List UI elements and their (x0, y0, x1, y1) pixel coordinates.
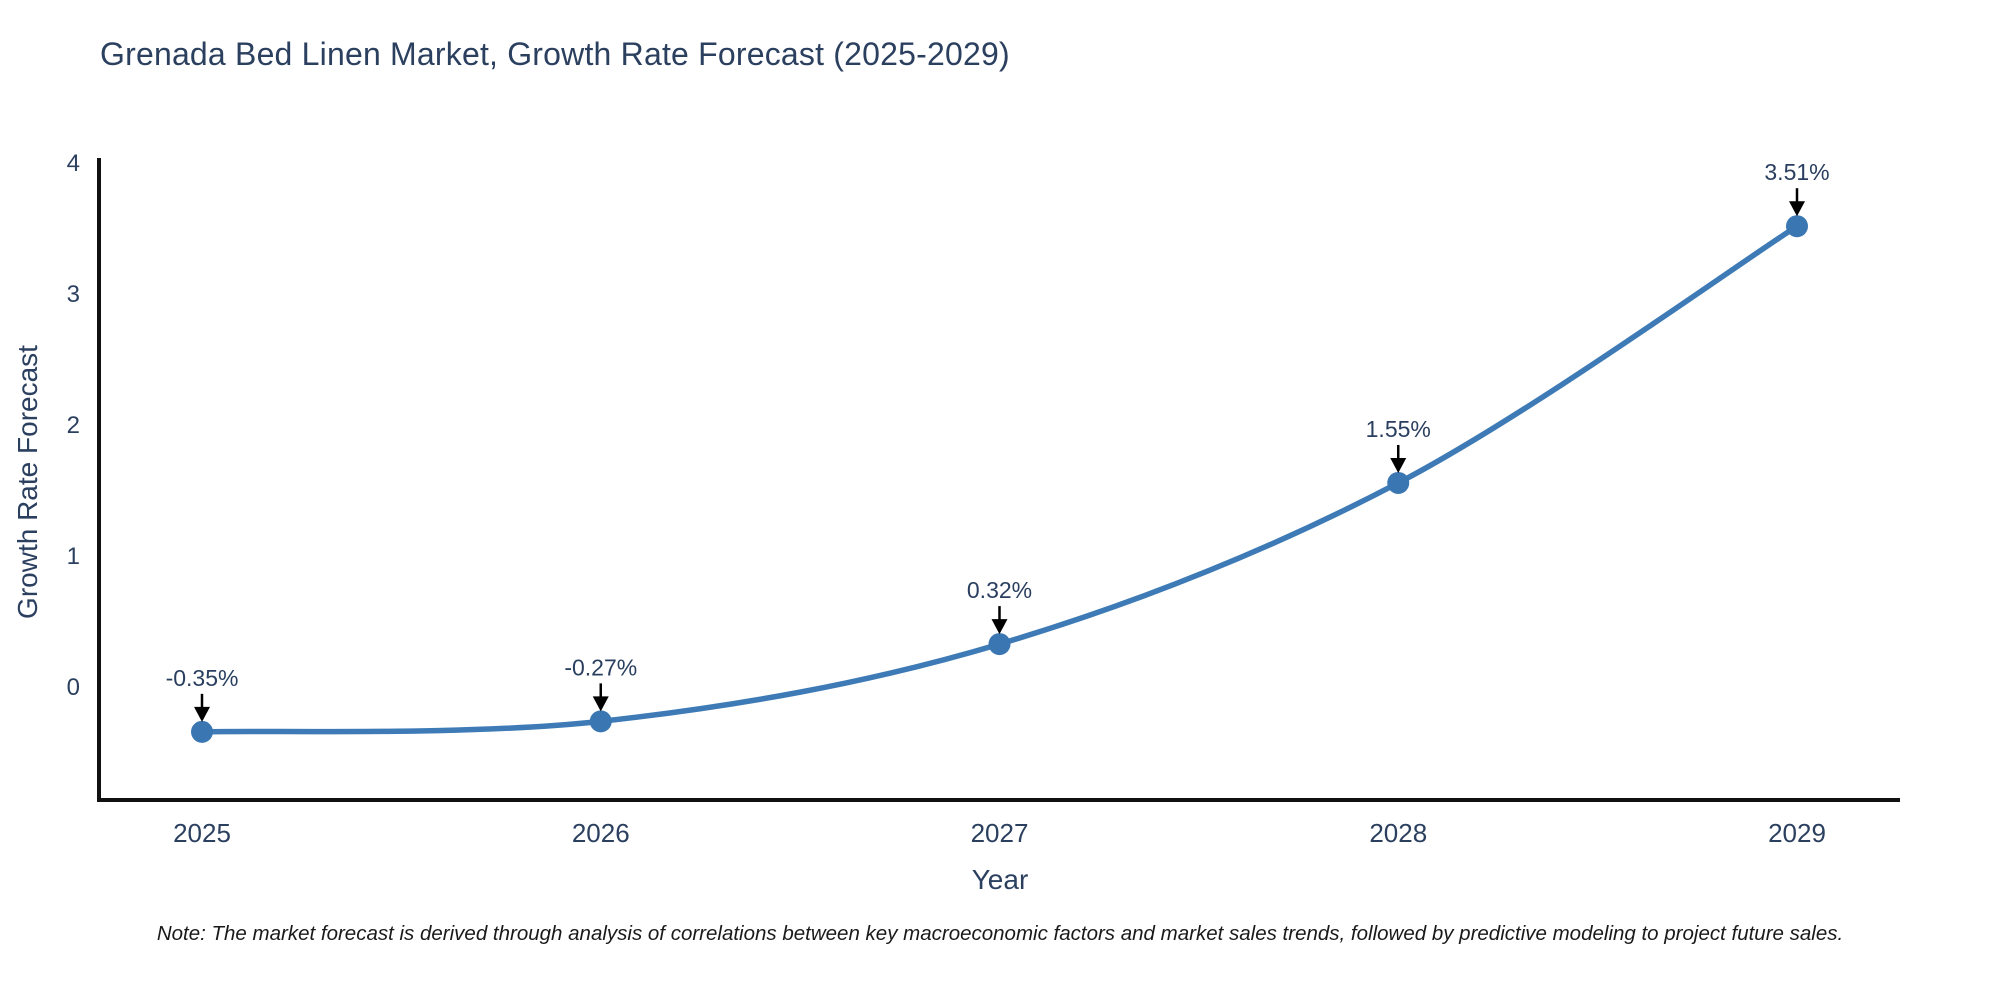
annotation-label: -0.35% (166, 665, 239, 691)
annotation-label: 3.51% (1764, 159, 1829, 185)
x-tick-label: 2025 (173, 818, 231, 848)
annotation-arrowhead (592, 696, 609, 712)
chart-title: Grenada Bed Linen Market, Growth Rate Fo… (100, 36, 1010, 72)
data-point-marker (1786, 215, 1808, 238)
annotation-arrowhead (194, 706, 210, 722)
y-tick-label: 1 (67, 543, 80, 570)
annotation-label: -0.27% (564, 654, 637, 680)
y-tick-label: 0 (67, 674, 80, 701)
data-point-marker (1387, 471, 1410, 494)
y-tick-label: 2 (67, 412, 80, 439)
x-tick-label: 2028 (1369, 818, 1427, 848)
annotation-arrowhead (1789, 201, 1805, 217)
y-tick-label: 4 (67, 150, 80, 177)
annotation-arrowhead (991, 619, 1008, 635)
x-tick-label: 2027 (971, 818, 1029, 848)
x-tick-label: 2026 (572, 818, 630, 848)
x-tick-label: 2029 (1768, 818, 1826, 848)
x-axis-title: Year (971, 864, 1029, 895)
annotation-label: 1.55% (1366, 416, 1431, 442)
footnote: Note: The market forecast is derived thr… (156, 922, 1844, 945)
series-line (199, 223, 1800, 735)
data-point-marker (589, 710, 612, 733)
annotation-arrowhead (1390, 457, 1407, 473)
y-tick-label: 3 (67, 281, 80, 308)
data-point-marker (191, 720, 213, 743)
annotation-label: 0.32% (967, 577, 1032, 603)
data-point-marker (988, 633, 1011, 656)
